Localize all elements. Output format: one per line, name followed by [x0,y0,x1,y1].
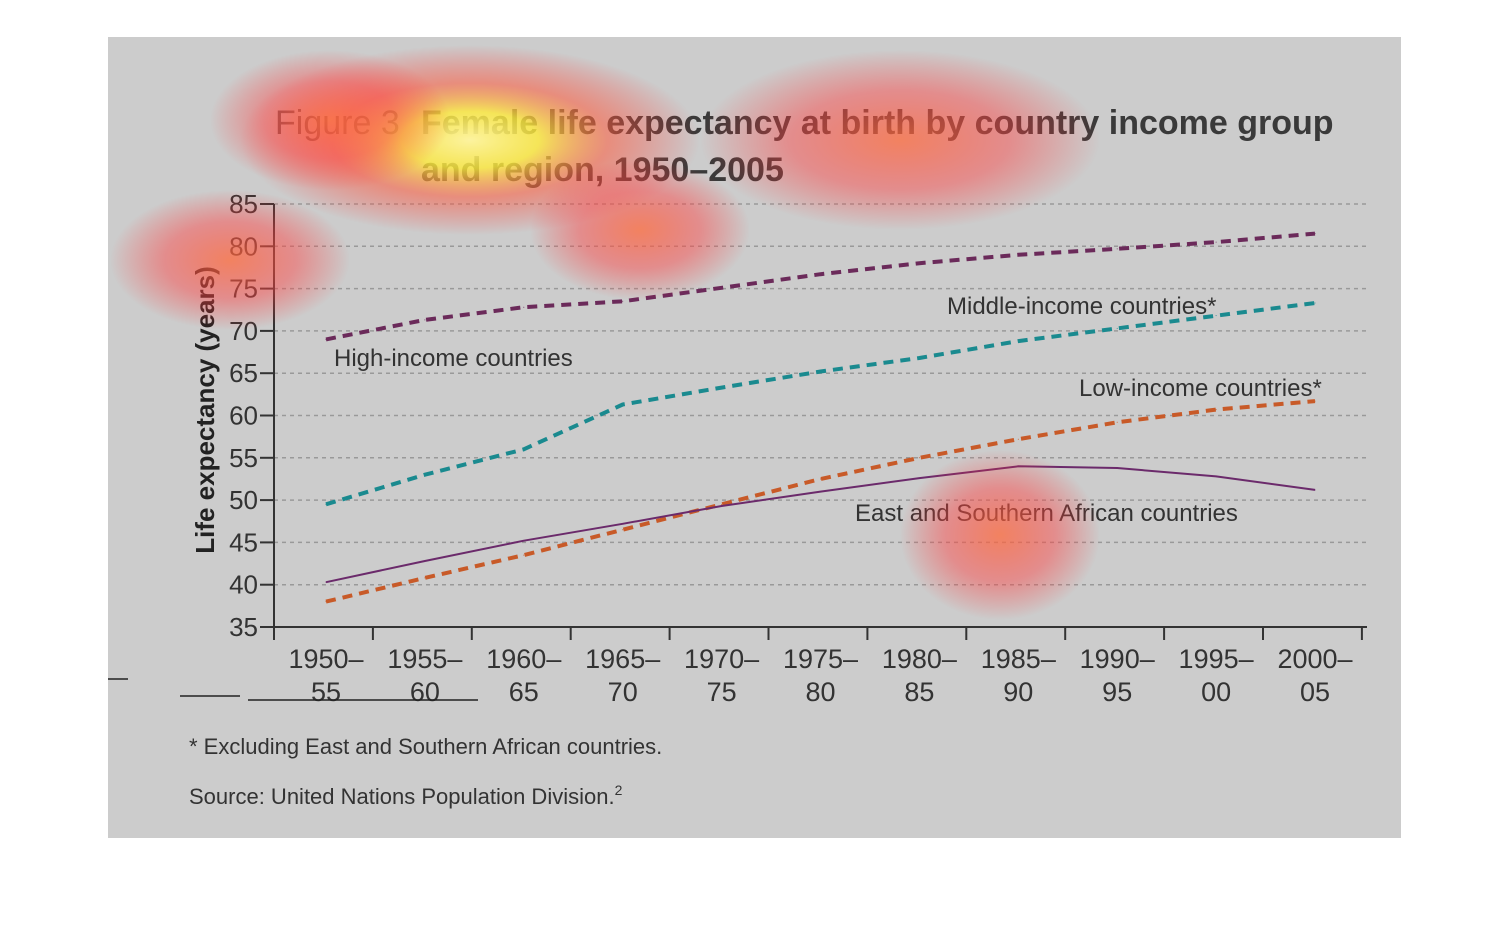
y-tick-label-60: 60 [229,401,258,431]
point-high-9 [1215,241,1217,243]
source-text: Source: United Nations Population Divisi… [189,784,615,809]
y-tick-label-70: 70 [229,316,258,346]
x-tick-label-7-line2: 90 [1003,677,1033,707]
point-esa-9 [1215,475,1217,477]
point-low-9 [1215,409,1217,411]
point-low-10 [1314,400,1316,402]
x-tick-label-1-line1: 1955– [387,644,462,674]
point-high-8 [1116,248,1118,250]
point-esa-2 [523,540,525,542]
y-tick-label-55: 55 [229,443,258,473]
point-middle-2 [523,448,525,450]
source-superscript: 2 [615,782,623,798]
point-high-3 [622,300,624,302]
x-tick-label-3-line1: 1965– [585,644,660,674]
point-esa-6 [918,477,920,479]
point-esa-3 [622,523,624,525]
x-tick-label-10-line2: 05 [1300,677,1330,707]
point-middle-8 [1116,327,1118,329]
point-low-8 [1116,421,1118,423]
x-tick-label-6-line1: 1980– [882,644,957,674]
x-tick-label-1-line2: 60 [410,677,440,707]
point-middle-10 [1314,302,1316,304]
point-low-4 [721,503,723,505]
point-middle-5 [820,371,821,373]
x-tick-label-3-line2: 70 [608,677,638,707]
label-high-income: High-income countries [334,345,573,372]
x-ticks: 1950–55 1955–60 1960–65 1965–70 1970–75 1975–… [273,627,1363,707]
point-low-0 [325,601,327,603]
point-middle-3 [622,404,624,406]
point-high-10 [1314,233,1316,235]
point-esa-1 [424,560,426,562]
x-tick-label-5-line1: 1975– [783,644,858,674]
point-middle-7 [1017,340,1019,342]
point-esa-4 [721,505,723,507]
footnote: * Excluding East and Southern African co… [189,734,662,759]
y-tick-label-35: 35 [229,612,258,642]
point-low-1 [424,577,426,579]
point-high-7 [1017,254,1019,256]
point-low-5 [820,478,821,480]
x-tick-label-0-line2: 55 [311,677,341,707]
label-middle-income: Middle-income countries* [947,293,1216,320]
x-tick-label-9-line2: 00 [1201,677,1231,707]
x-tick-label-7-line1: 1985– [981,644,1056,674]
x-tick-label-2-line2: 65 [509,677,539,707]
point-esa-8 [1116,467,1118,469]
x-tick-label-4-line1: 1970– [684,644,759,674]
figure-label: Figure 3 [275,104,400,142]
point-low-3 [622,529,624,531]
y-tick-label-40: 40 [229,570,258,600]
y-ticks: 35 40 45 50 55 60 65 70 75 80 85 [229,189,274,642]
figure-title-line1: Female life expectancy at birth by count… [421,104,1334,142]
x-tick-label-10-line1: 2000– [1277,644,1352,674]
x-tick-label-8-line1: 1990– [1080,644,1155,674]
x-tick-label-4-line2: 75 [707,677,737,707]
point-esa-7 [1017,465,1019,467]
point-high-5 [820,273,821,275]
point-middle-1 [424,474,426,476]
point-middle-0 [325,503,327,505]
y-axis-label: Life expectancy (years) [190,266,220,554]
y-tick-label-80: 80 [229,231,258,261]
point-high-4 [721,287,723,289]
point-esa-5 [820,491,821,493]
point-esa-0 [325,581,327,583]
y-tick-label-50: 50 [229,485,258,515]
x-tick-label-5-line2: 80 [805,677,835,707]
point-high-6 [918,262,920,264]
x-tick-label-2-line1: 1960– [486,644,561,674]
series-line-high [325,231,1316,342]
label-east-southern-africa: East and Southern African countries [855,500,1238,527]
x-tick-label-6-line2: 85 [904,677,934,707]
y-tick-label-75: 75 [229,274,258,304]
point-high-0 [325,338,327,340]
point-esa-10 [1314,489,1316,491]
y-tick-label-65: 65 [229,358,258,388]
label-low-income: Low-income countries* [1079,375,1322,402]
figure-title-line2: and region, 1950–2005 [421,151,784,189]
point-low-2 [523,554,525,556]
x-tick-label-8-line2: 95 [1102,677,1132,707]
point-low-7 [1017,438,1019,440]
x-tick-label-0-line1: 1950– [288,644,363,674]
series-line-middle [325,301,1316,507]
point-low-6 [918,457,920,459]
y-tick-label-45: 45 [229,527,258,557]
y-tick-label-85: 85 [229,189,258,219]
point-high-1 [424,319,426,321]
point-middle-9 [1215,315,1217,317]
source-note: Source: United Nations Population Divisi… [189,782,623,809]
point-middle-6 [918,357,920,359]
x-tick-label-9-line1: 1995– [1179,644,1254,674]
point-high-2 [523,306,525,308]
point-middle-4 [721,387,723,389]
